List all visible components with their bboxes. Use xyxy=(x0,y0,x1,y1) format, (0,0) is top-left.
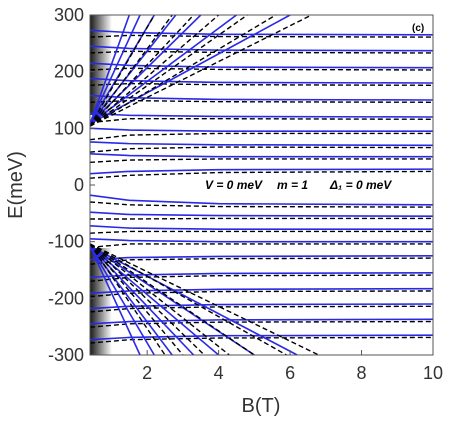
level-curve xyxy=(90,50,433,54)
level-curve xyxy=(90,230,433,234)
level-curve xyxy=(90,336,433,344)
curves xyxy=(90,15,433,355)
level-curve xyxy=(90,132,433,141)
level-curve xyxy=(90,318,433,325)
level-curve xyxy=(90,15,277,127)
plot-area xyxy=(90,15,433,355)
y-tick-label: -200 xyxy=(48,288,84,308)
level-curve xyxy=(90,243,433,249)
annotation: Δ₁ = 0 meV xyxy=(329,178,392,192)
level-curve xyxy=(90,15,291,125)
level-curve xyxy=(90,82,433,86)
x-tick-label: 4 xyxy=(214,363,224,383)
level-curve xyxy=(90,15,173,127)
level-curve xyxy=(90,99,433,103)
level-curve xyxy=(90,305,433,313)
y-tick-label: 200 xyxy=(54,62,84,82)
level-curve xyxy=(90,334,433,341)
level-curve xyxy=(90,15,141,125)
level-curve xyxy=(90,272,433,279)
level-curve xyxy=(90,146,433,153)
level-curve xyxy=(90,15,237,125)
level-curve xyxy=(90,245,141,355)
level-curve xyxy=(90,62,433,69)
level-curve xyxy=(90,225,433,230)
level-curve xyxy=(90,94,433,101)
level-curve xyxy=(90,217,433,220)
level-curve xyxy=(90,243,166,355)
level-curve xyxy=(90,238,433,243)
level-curve xyxy=(90,303,433,310)
level-curve xyxy=(90,15,220,127)
level-curve xyxy=(90,15,248,127)
y-tick-label: 0 xyxy=(74,175,84,195)
level-curve xyxy=(90,118,433,124)
level-curve xyxy=(90,168,433,175)
level-curve xyxy=(90,201,433,208)
level-curve xyxy=(90,243,184,355)
y-axis-label: E(meV) xyxy=(5,151,27,219)
level-curve xyxy=(90,245,298,355)
level-curve xyxy=(90,245,155,355)
x-axis-label: B(T) xyxy=(242,395,281,417)
level-curve xyxy=(90,243,255,355)
level-curve xyxy=(90,243,319,355)
level-curve xyxy=(90,290,433,298)
level-curve xyxy=(90,112,433,118)
level-curve xyxy=(90,29,433,36)
level-curve xyxy=(90,245,220,355)
level-curve xyxy=(90,243,230,355)
x-tick-label: 8 xyxy=(357,363,367,383)
level-curve xyxy=(90,243,205,355)
level-curve xyxy=(90,158,433,164)
y-tick-label: -100 xyxy=(48,232,84,252)
level-curve xyxy=(90,194,433,206)
annotation: m = 1 xyxy=(277,178,308,192)
level-curve xyxy=(90,15,131,125)
level-curve xyxy=(90,170,433,179)
level-curve xyxy=(90,245,255,355)
level-curve xyxy=(90,320,433,328)
x-tick-label: 10 xyxy=(423,363,443,383)
y-tick-label: 300 xyxy=(54,5,84,25)
level-curve xyxy=(90,45,433,52)
level-curve xyxy=(90,15,155,127)
level-curve xyxy=(90,243,287,355)
level-curve xyxy=(90,153,433,158)
y-tick-label: 100 xyxy=(54,118,84,138)
level-curve xyxy=(90,15,195,127)
x-tick-label: 6 xyxy=(285,363,295,383)
annotation: V = 0 meV xyxy=(205,178,263,192)
level-curve xyxy=(90,141,433,147)
level-curve xyxy=(90,127,433,132)
level-curve xyxy=(90,211,433,217)
panel-label: (c) xyxy=(412,23,424,34)
y-tick-label: -300 xyxy=(48,345,84,365)
dense-bundle xyxy=(90,15,112,115)
level-curve xyxy=(90,15,312,127)
x-tick-label: 2 xyxy=(142,363,152,383)
